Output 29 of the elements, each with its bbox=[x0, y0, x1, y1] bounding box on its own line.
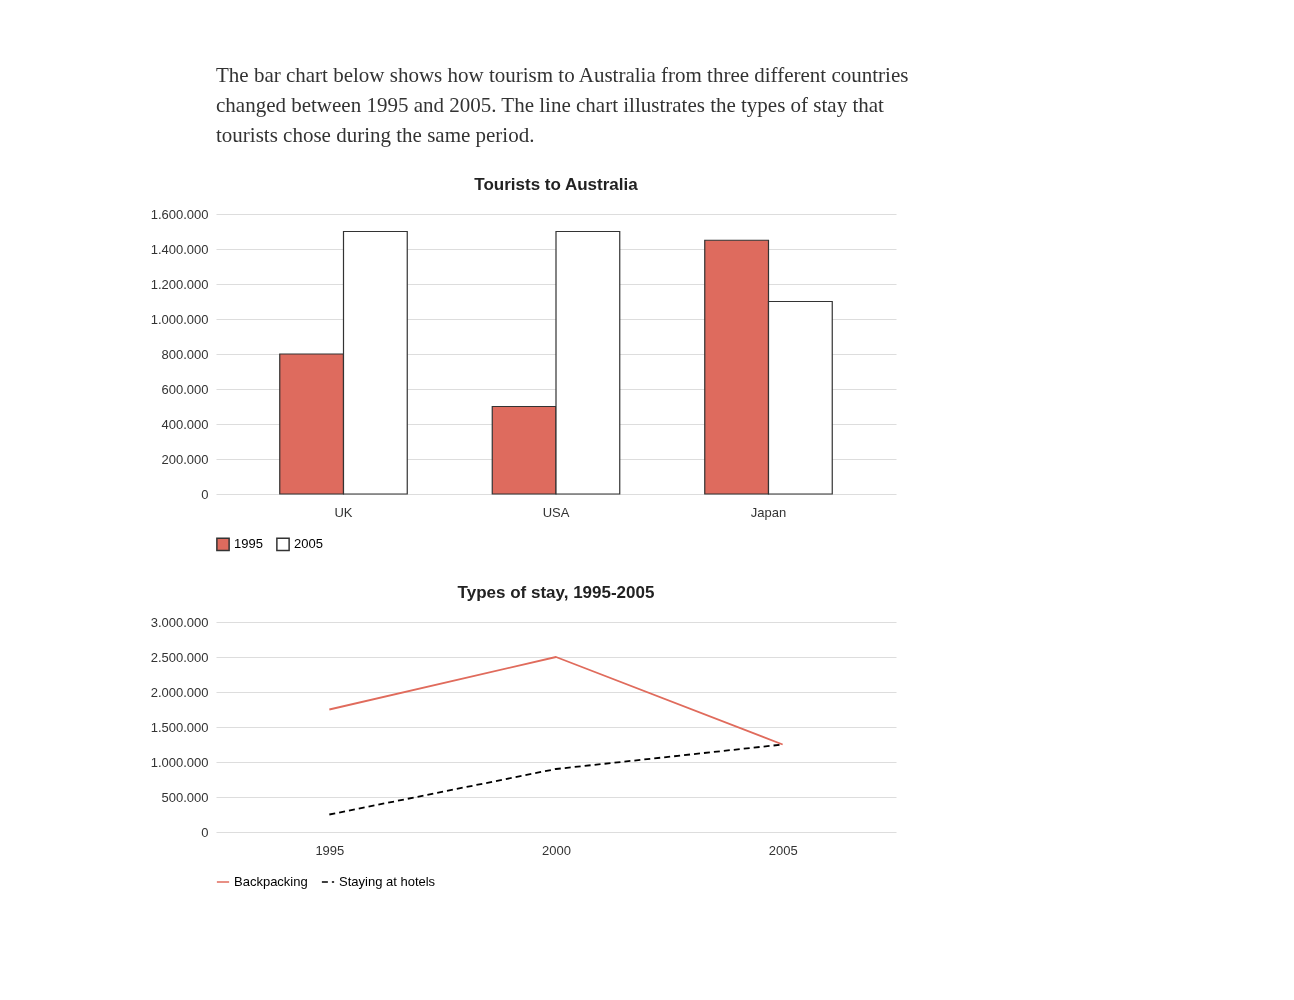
x-tick-label: Japan bbox=[750, 504, 787, 520]
y-tick-label: 0 bbox=[201, 824, 209, 840]
y-tick-label: 800.000 bbox=[161, 346, 209, 362]
y-tick-label: 1.000.000 bbox=[150, 311, 209, 327]
x-tick-label: 1995 bbox=[315, 842, 345, 858]
chart-title: Tourists to Australia bbox=[474, 175, 639, 194]
legend-label: Staying at hotels bbox=[339, 874, 436, 889]
y-tick-label: 600.000 bbox=[161, 381, 209, 397]
y-tick-label: 200.000 bbox=[161, 451, 209, 467]
y-tick-label: 2.500.000 bbox=[150, 649, 209, 665]
y-tick-label: 500.000 bbox=[161, 789, 209, 805]
x-tick-label: 2005 bbox=[768, 842, 798, 858]
legend-label: 1995 bbox=[234, 536, 263, 552]
x-tick-label: 2000 bbox=[542, 842, 571, 858]
y-tick-label: 1.000.000 bbox=[150, 754, 209, 770]
y-tick-label: 1.200.000 bbox=[150, 276, 209, 292]
x-tick-label: UK bbox=[334, 504, 353, 520]
legend-label: Backpacking bbox=[234, 874, 308, 889]
legend-label: 2005 bbox=[294, 536, 323, 552]
text: The bar chart below shows how tourism to Australia from three different countries changed between 1995 and 2005. The line chart illustrates the types of stay that tourists chose during the same period. bbox=[216, 63, 909, 147]
y-tick-label: 1.400.000 bbox=[150, 241, 209, 257]
chart-title: Types of stay, 1995-2005 bbox=[457, 583, 655, 602]
x-tick-label: USA bbox=[542, 504, 570, 520]
y-tick-label: 3.000.000 bbox=[150, 614, 209, 630]
y-tick-label: 1.600.000 bbox=[150, 206, 209, 222]
y-tick-label: 400.000 bbox=[161, 416, 209, 432]
y-tick-label: 0 bbox=[201, 486, 209, 502]
y-tick-label: 2.000.000 bbox=[150, 684, 209, 700]
y-tick-label: 1.500.000 bbox=[150, 719, 209, 735]
